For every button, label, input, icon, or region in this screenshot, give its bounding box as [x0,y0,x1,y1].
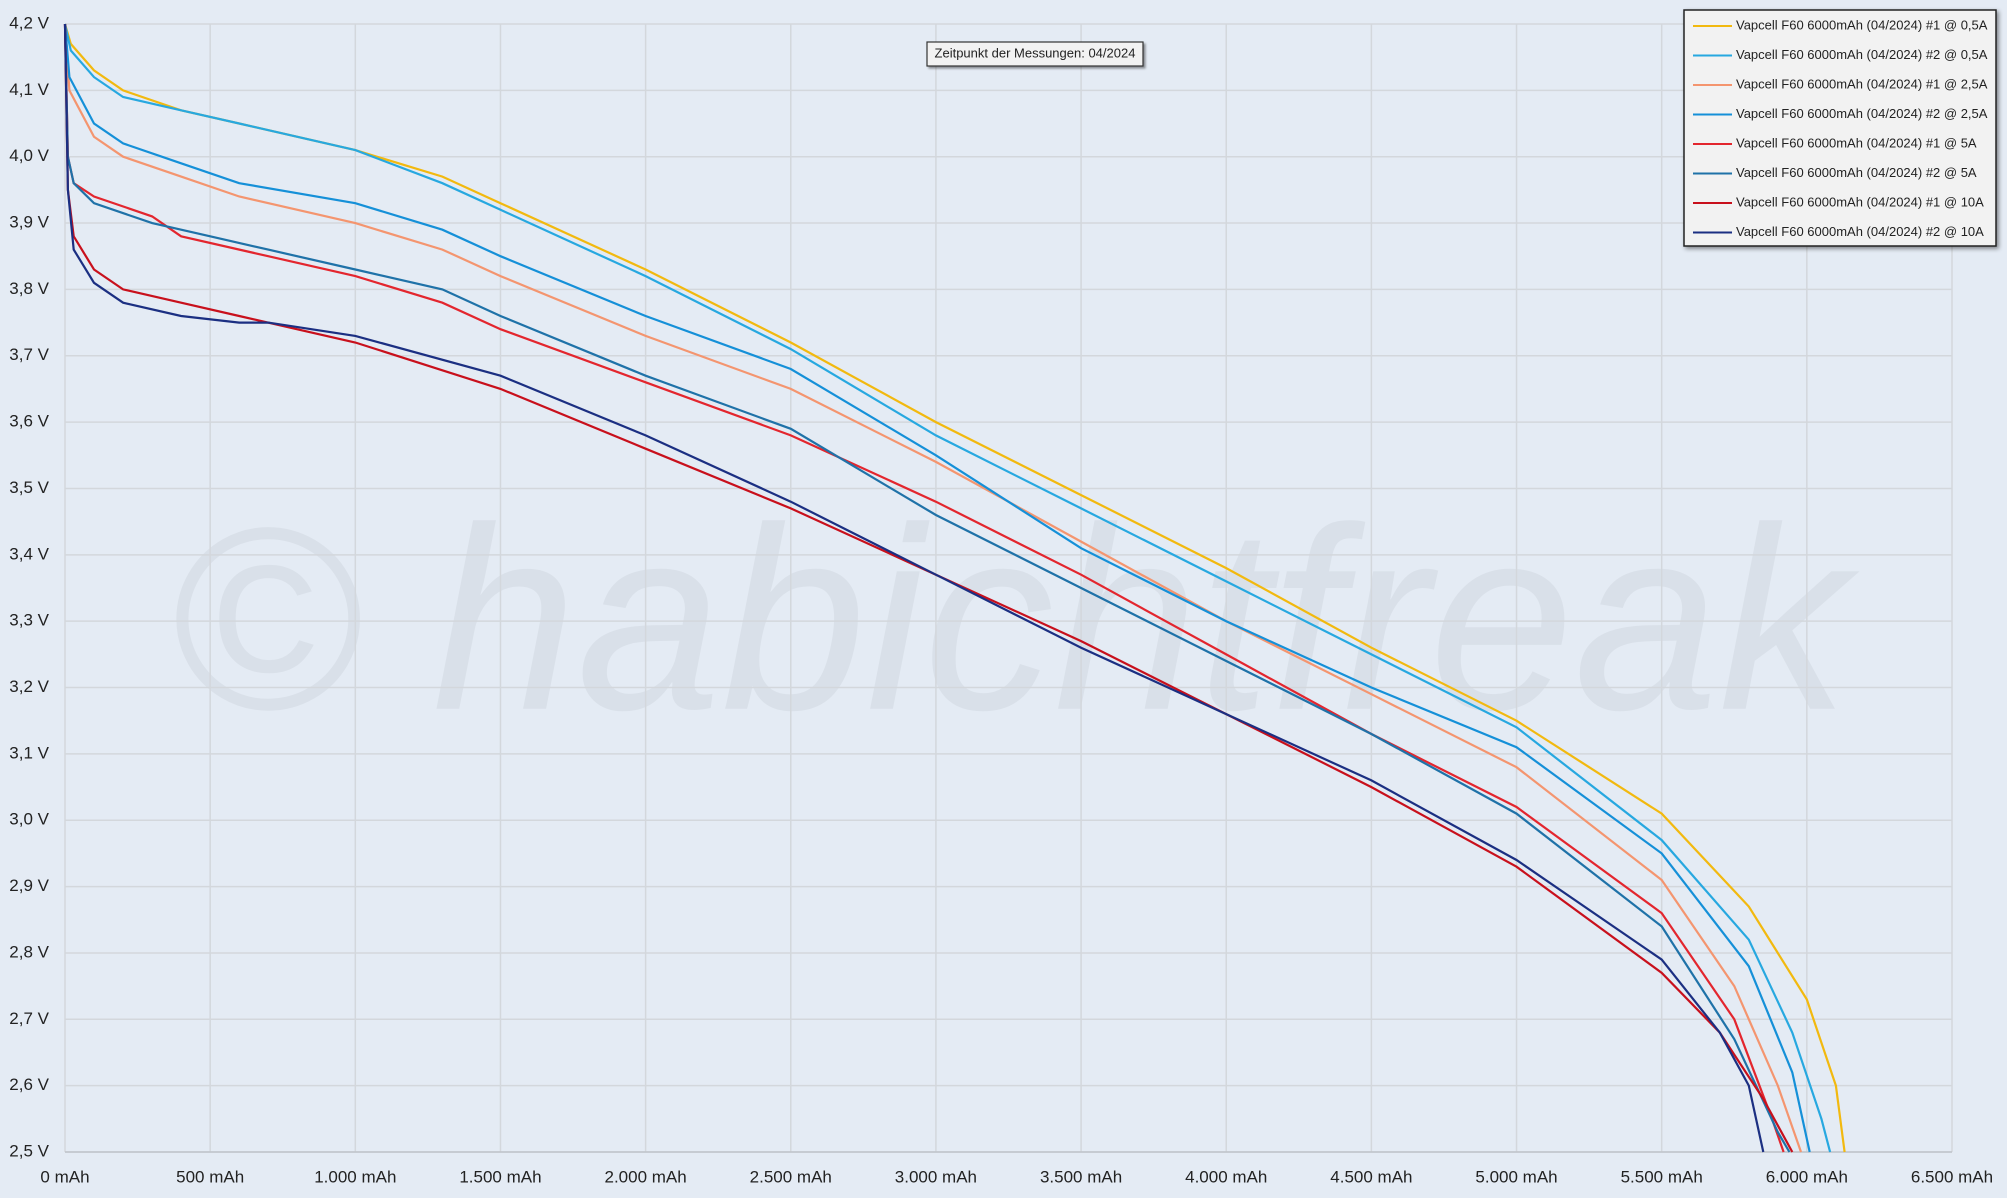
y-tick-label: 2,5 V [9,1141,49,1160]
x-tick-label: 4.000 mAh [1185,1167,1267,1186]
x-tick-label: 3.000 mAh [895,1167,977,1186]
x-tick-label: 500 mAh [176,1167,244,1186]
x-tick-label: 3.500 mAh [1040,1167,1122,1186]
legend-label: Vapcell F60 6000mAh (04/2024) #1 @ 10A [1736,194,1984,209]
y-tick-label: 3,6 V [9,412,49,431]
series-line [63,23,1803,1153]
series-line [63,23,1846,1153]
y-tick-label: 2,6 V [9,1075,49,1094]
y-tick-label: 2,8 V [9,942,49,961]
x-tick-label: 6.500 mAh [1911,1167,1993,1186]
x-tick-label: 1.000 mAh [314,1167,396,1186]
y-tick-label: 3,5 V [9,478,49,497]
y-tick-label: 3,7 V [9,345,49,364]
series-line [63,23,1765,1153]
y-tick-label: 2,9 V [9,876,49,895]
y-tick-label: 3,2 V [9,677,49,696]
y-tick-label: 3,9 V [9,213,49,232]
series-line [63,23,1791,1153]
y-tick-label: 3,3 V [9,611,49,630]
series-line [63,23,1832,1153]
series-line [63,23,1811,1153]
legend-label: Vapcell F60 6000mAh (04/2024) #2 @ 2,5A [1736,106,1988,121]
x-tick-label: 6.000 mAh [1766,1167,1848,1186]
watermark: © habichtfreak [168,475,1860,765]
annotation-box [926,41,1144,67]
x-tick-label: 1.500 mAh [459,1167,541,1186]
x-tick-label: 4.500 mAh [1330,1167,1412,1186]
legend-label: Vapcell F60 6000mAh (04/2024) #1 @ 5A [1736,135,1977,150]
y-tick-label: 4,0 V [9,146,49,165]
x-tick-label: 2.000 mAh [604,1167,686,1186]
y-tick-label: 3,0 V [9,810,49,829]
x-tick-label: 2.500 mAh [750,1167,832,1186]
y-tick-label: 3,8 V [9,279,49,298]
series-line [63,23,1794,1153]
legend-label: Vapcell F60 6000mAh (04/2024) #1 @ 2,5A [1736,76,1988,91]
x-tick-label: 5.000 mAh [1475,1167,1557,1186]
y-tick-label: 4,1 V [9,80,49,99]
legend-label: Vapcell F60 6000mAh (04/2024) #2 @ 10A [1736,224,1984,239]
y-tick-label: 4,2 V [9,13,49,32]
x-tick-label: 5.500 mAh [1621,1167,1703,1186]
series-line [63,23,1785,1153]
legend-label: Vapcell F60 6000mAh (04/2024) #1 @ 0,5A [1736,17,1988,32]
y-tick-label: 3,4 V [9,544,49,563]
legend-label: Vapcell F60 6000mAh (04/2024) #2 @ 0,5A [1736,47,1988,62]
y-tick-label: 2,7 V [9,1009,49,1028]
legend-box [1683,9,1997,247]
x-tick-label: 0 mAh [40,1167,89,1186]
annotation: Zeitpunkt der Messungen: 04/2024 [935,45,1136,60]
y-tick-label: 3,1 V [9,743,49,762]
legend-label: Vapcell F60 6000mAh (04/2024) #2 @ 5A [1736,165,1977,180]
